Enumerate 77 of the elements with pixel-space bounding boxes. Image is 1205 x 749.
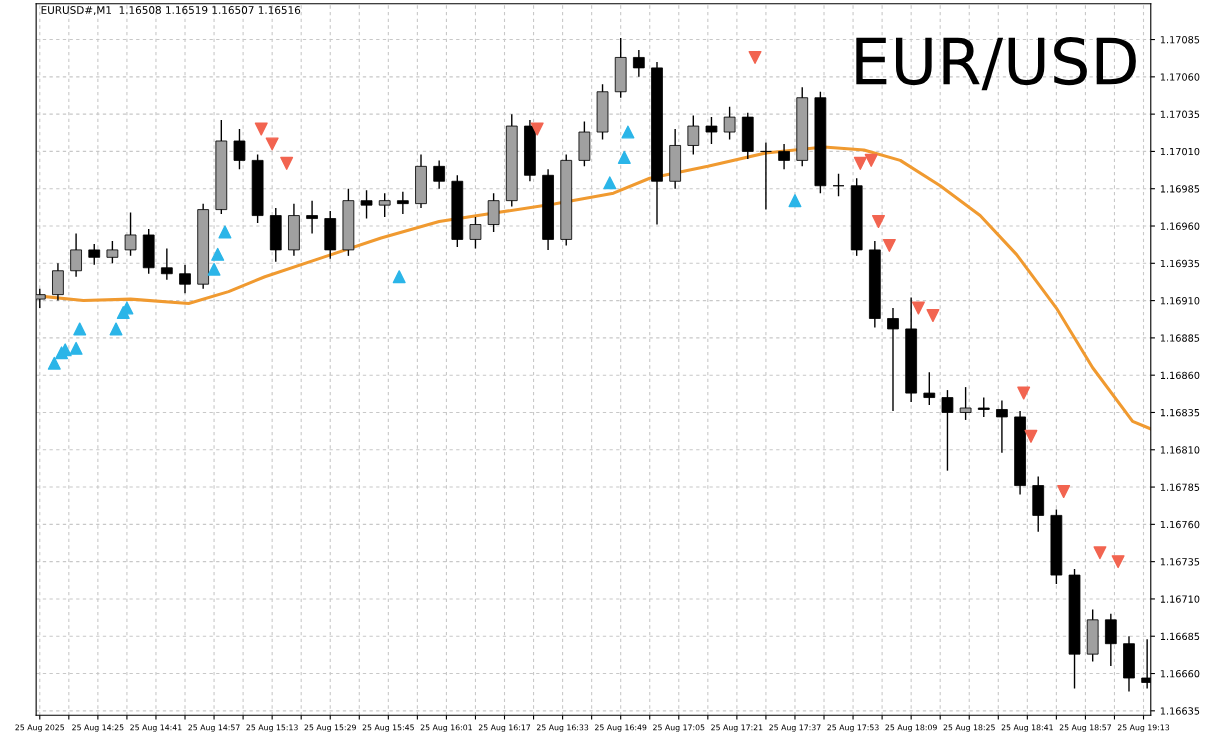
candlestick — [233, 128, 246, 171]
candlestick — [106, 240, 119, 264]
y-tick-label: 1.16910 — [1160, 297, 1200, 305]
point — [392, 270, 406, 284]
candlestick — [487, 192, 500, 233]
y-tick-label: 1.16935 — [1160, 259, 1200, 268]
point — [1057, 485, 1071, 499]
point — [748, 50, 762, 64]
chart-title: EUR/USD — [856, 36, 1136, 91]
candlestick — [687, 114, 700, 156]
point — [1093, 546, 1107, 560]
point — [69, 341, 83, 355]
candlestick — [723, 105, 736, 141]
candlestick — [378, 192, 391, 218]
candlestick — [887, 307, 899, 412]
point — [280, 156, 294, 170]
point — [1024, 429, 1038, 443]
point — [871, 215, 885, 229]
candlestick — [433, 159, 446, 190]
y-tick-label: 1.16860 — [1160, 371, 1200, 380]
candlestick — [760, 141, 772, 211]
y-tick-label: 1.17085 — [1160, 36, 1200, 44]
candlestick — [179, 264, 191, 294]
point — [265, 137, 279, 151]
y-tick-label: 1.17035 — [1160, 110, 1200, 118]
y-tick-label: 1.16960 — [1160, 222, 1200, 230]
candlestick — [705, 116, 718, 145]
point — [621, 125, 635, 139]
point — [47, 356, 61, 370]
point — [218, 225, 232, 239]
point — [530, 122, 544, 136]
candlestick — [360, 189, 373, 220]
candlestick — [996, 399, 1008, 454]
candlestick — [832, 173, 845, 197]
point — [1017, 386, 1031, 400]
candlestick — [778, 143, 790, 171]
point — [254, 122, 268, 136]
annotation: EURUSD#,M1 1.16508 1.16519 1.16507 1.16516 — [41, 6, 301, 16]
point — [603, 176, 617, 190]
point — [853, 156, 867, 170]
y-tick-label: 1.16685 — [1160, 632, 1200, 641]
candlestick — [959, 386, 972, 421]
point — [207, 262, 221, 276]
point — [882, 238, 896, 252]
point — [73, 322, 87, 336]
candlestick — [124, 211, 137, 257]
candlestick — [306, 199, 318, 235]
point — [1111, 555, 1125, 569]
candlestick — [70, 232, 82, 278]
candlestick — [1104, 613, 1117, 667]
candlestick — [632, 49, 645, 78]
point — [617, 150, 631, 164]
candlestick — [923, 371, 936, 406]
candlestick — [160, 247, 173, 281]
y-tick-label: 1.16885 — [1160, 334, 1200, 342]
candlestick — [52, 262, 64, 302]
point — [911, 301, 925, 315]
point — [864, 153, 878, 167]
y-tick-label: 1.17010 — [1160, 147, 1200, 156]
candlestick — [396, 191, 409, 215]
y-tick-label: 1.16810 — [1160, 446, 1200, 454]
y-tick-label: 1.16835 — [1160, 408, 1200, 417]
candlestick — [941, 389, 954, 472]
y-tick-label: 1.16710 — [1160, 595, 1200, 603]
y-tick-label: 1.16785 — [1160, 483, 1200, 491]
y-tick-label: 1.16660 — [1160, 670, 1200, 678]
candlestick — [469, 216, 482, 250]
y-tick-label: 1.17060 — [1160, 73, 1200, 81]
y-tick-label: 1.16635 — [1160, 707, 1200, 715]
point — [788, 194, 802, 208]
point — [926, 309, 940, 323]
y-tick-label: 1.16760 — [1160, 520, 1200, 529]
y-tick-label: 1.16735 — [1160, 558, 1200, 566]
point — [211, 247, 225, 261]
candlestick — [977, 396, 990, 418]
candlestick — [88, 243, 101, 266]
y-tick-label: 1.16985 — [1160, 185, 1200, 193]
